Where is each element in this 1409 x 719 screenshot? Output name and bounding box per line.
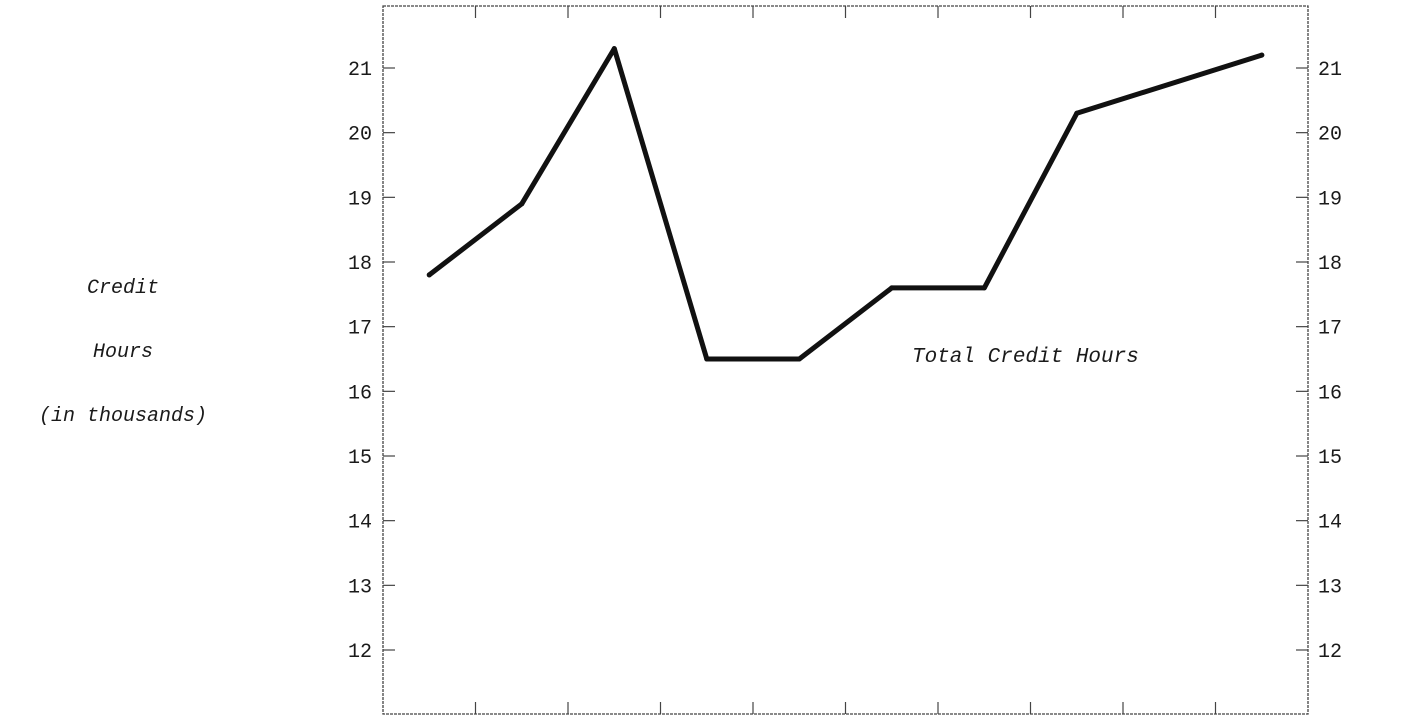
right-y-tick-label: 12 <box>1318 641 1342 664</box>
left-y-tick-label: 18 <box>348 253 372 276</box>
y-axis-title: Credit Hours (in thousands) <box>39 277 207 428</box>
right-y-tick-label: 17 <box>1318 318 1342 341</box>
left-y-axis: 12 13 14 15 16 17 18 19 20 21 <box>348 59 395 664</box>
left-y-tick-label: 16 <box>348 382 372 405</box>
series-line-total-credit-hours <box>426 46 1265 362</box>
data-point <box>889 285 895 291</box>
data-point <box>1259 52 1265 58</box>
series-label: Total Credit Hours <box>912 346 1139 369</box>
data-point <box>796 356 802 362</box>
right-y-tick-label: 13 <box>1318 576 1342 599</box>
right-y-tick-label: 20 <box>1318 124 1342 147</box>
right-y-tick-label: 18 <box>1318 253 1342 276</box>
y-axis-title-line: Hours <box>93 341 153 364</box>
top-x-ticks <box>474 6 1217 18</box>
left-y-tick-label: 21 <box>348 59 372 82</box>
left-y-tick-label: 13 <box>348 576 372 599</box>
left-y-tick-label: 17 <box>348 318 372 341</box>
left-y-tick-label: 20 <box>348 124 372 147</box>
right-y-tick-label: 21 <box>1318 59 1342 82</box>
right-y-tick-label: 15 <box>1318 447 1342 470</box>
data-point <box>981 285 987 291</box>
plot-frame <box>382 5 1309 715</box>
data-point <box>426 272 432 278</box>
series-group <box>426 46 1265 362</box>
right-y-tick-label: 14 <box>1318 512 1342 535</box>
y-axis-title-line: Credit <box>87 277 159 300</box>
data-point <box>1074 110 1080 116</box>
data-point <box>704 356 710 362</box>
left-y-tick-label: 12 <box>348 641 372 664</box>
left-y-tick-label: 14 <box>348 512 372 535</box>
left-y-tick-label: 15 <box>348 447 372 470</box>
right-y-tick-label: 16 <box>1318 382 1342 405</box>
y-axis-title-line: (in thousands) <box>39 405 207 428</box>
bottom-x-ticks <box>474 702 1217 714</box>
left-y-tick-label: 19 <box>348 188 372 211</box>
right-y-axis: 12 13 14 15 16 17 18 19 20 21 <box>1296 59 1342 664</box>
data-point <box>611 46 617 52</box>
data-point <box>519 201 525 207</box>
right-y-tick-label: 19 <box>1318 188 1342 211</box>
